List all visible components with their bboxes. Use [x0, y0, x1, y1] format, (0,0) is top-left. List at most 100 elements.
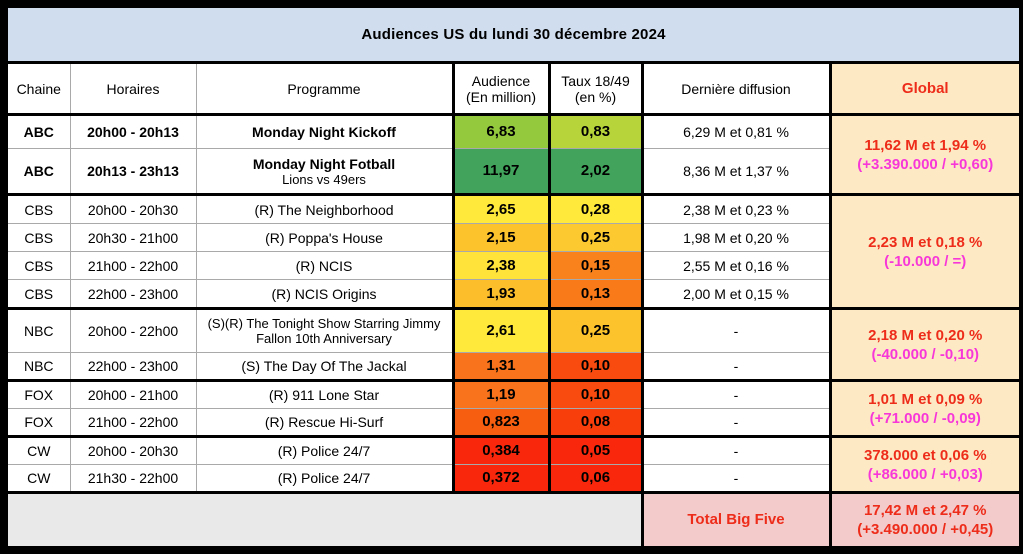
- rating-cell: 0,06: [547, 464, 643, 493]
- time-cell: 21h30 - 22h00: [69, 464, 197, 493]
- rating-cell: 0,28: [547, 193, 643, 224]
- channel-cell: ABC: [5, 113, 71, 149]
- global-cell-abc: 11,62 M et 1,94 % (+3.390.000 / +0,60): [828, 113, 1022, 195]
- table-row-fox-2: FOX 21h00 - 22h00 (R) Rescue Hi-Surf 0,8…: [5, 408, 1021, 437]
- program-cell: (R) 911 Lone Star: [195, 379, 454, 409]
- col-header-taux-line2: (en %): [574, 88, 617, 105]
- table-row-abc-1: ABC 20h00 - 20h13 Monday Night Kickoff 6…: [5, 113, 1022, 195]
- header-row: Chaine Horaires Programme Audience (En m…: [5, 62, 1022, 115]
- program-cell: Monday Night Fotball Lions vs 49ers: [195, 148, 454, 195]
- audience-cell: 2,15: [451, 223, 550, 252]
- program-cell: (R) NCIS Origins: [195, 279, 454, 309]
- table-row-cw-2: CW 21h30 - 22h00 (R) Police 24/7 0,372 0…: [5, 464, 1021, 493]
- col-header-horaires: Horaires: [69, 62, 197, 115]
- program-cell: (R) Police 24/7: [195, 435, 454, 465]
- audience-cell: 1,19: [451, 379, 550, 409]
- rating-cell: 0,08: [547, 408, 643, 437]
- table-row-cbs-2: CBS 20h30 - 21h00 (R) Poppa's House 2,15…: [5, 223, 1021, 252]
- col-header-taux-line1: Taux 18/49: [561, 72, 630, 89]
- program-cell: (R) Poppa's House: [195, 223, 454, 252]
- channel-cell: CW: [5, 464, 71, 493]
- global-abc-line1: 11,62 M et 1,94 %: [864, 136, 987, 154]
- global-cell-nbc: 2,18 M et 0,20 % (-40.000 / -0,10): [828, 307, 1022, 381]
- channel-cell: NBC: [5, 352, 71, 381]
- channel-cell: CW: [5, 435, 71, 465]
- footer-spacer: [5, 491, 643, 549]
- channel-cell: CBS: [5, 251, 71, 280]
- time-cell: 20h30 - 21h00: [69, 223, 197, 252]
- channel-cell: FOX: [5, 408, 71, 437]
- rating-cell: 0,15: [547, 251, 643, 280]
- table-row-cbs-1: CBS 20h00 - 20h30 (R) The Neighborhood 2…: [5, 193, 1022, 309]
- global-cell-fox: 1,01 M et 0,09 % (+71.000 / -0,09): [828, 379, 1022, 437]
- audience-cell: 1,93: [451, 279, 550, 309]
- table-row-nbc-2: NBC 22h00 - 23h00 (S) The Day Of The Jac…: [5, 352, 1021, 381]
- global-cell-cw: 378.000 et 0,06 % (+86.000 / +0,03): [828, 435, 1022, 493]
- time-cell: 21h00 - 22h00: [69, 251, 197, 280]
- global-cw-line1: 378.000 et 0,06 %: [863, 446, 987, 464]
- rating-cell: 0,05: [547, 435, 643, 465]
- time-cell: 20h00 - 22h00: [69, 307, 197, 353]
- program-cell: (R) NCIS: [195, 251, 454, 280]
- total-value-cell: 17,42 M et 2,47 % (+3.490.000 / +0,45): [828, 491, 1022, 549]
- page-title: Audiences US du lundi 30 décembre 2024: [4, 4, 1023, 64]
- audience-cell: 0,372: [451, 464, 550, 493]
- col-header-audience-line1: Audience: [471, 72, 531, 89]
- audience-cell: 1,31: [451, 352, 550, 381]
- audience-cell: 6,83: [451, 113, 550, 149]
- time-cell: 22h00 - 23h00: [69, 352, 197, 381]
- program-cell: (S)(R) The Tonight Show Starring Jimmy F…: [195, 307, 454, 353]
- global-cbs-line1: 2,23 M et 0,18 %: [868, 233, 983, 251]
- global-cbs-line2: (-10.000 / =): [884, 252, 967, 270]
- time-cell: 21h00 - 22h00: [69, 408, 197, 437]
- program-cell: (R) The Neighborhood: [195, 193, 454, 224]
- program-cell: (S) The Day Of The Jackal: [195, 352, 454, 381]
- rating-cell: 0,25: [547, 223, 643, 252]
- program-cell: Monday Night Kickoff: [195, 113, 454, 149]
- rating-cell: 2,02: [547, 148, 643, 195]
- rating-cell: 0,13: [547, 279, 643, 309]
- table-row-cbs-4: CBS 22h00 - 23h00 (R) NCIS Origins 1,93 …: [5, 279, 1021, 309]
- col-header-global: Global: [828, 62, 1022, 115]
- total-value-line2: (+3.490.000 / +0,45): [857, 521, 994, 538]
- global-fox-line1: 1,01 M et 0,09 %: [868, 390, 983, 408]
- table-row-nbc-1: NBC 20h00 - 22h00 (S)(R) The Tonight Sho…: [5, 307, 1022, 381]
- last-diffusion-cell: -: [640, 435, 831, 465]
- total-label-cell: Total Big Five: [640, 491, 831, 549]
- last-diffusion-cell: 2,55 M et 0,16 %: [640, 251, 831, 280]
- last-diffusion-cell: 6,29 M et 0,81 %: [640, 113, 831, 149]
- last-diffusion-cell: 8,36 M et 1,37 %: [640, 148, 831, 195]
- col-header-chaine: Chaine: [5, 62, 71, 115]
- audience-cell: 2,65: [451, 193, 550, 224]
- table-row-fox-1: FOX 20h00 - 21h00 (R) 911 Lone Star 1,19…: [5, 379, 1022, 437]
- total-row: Total Big Five 17,42 M et 2,47 % (+3.490…: [5, 491, 1022, 549]
- time-cell: 20h00 - 20h13: [69, 113, 197, 149]
- audience-cell: 2,61: [451, 307, 550, 353]
- last-diffusion-cell: -: [640, 464, 831, 493]
- global-cell-cbs: 2,23 M et 0,18 % (-10.000 / =): [828, 193, 1022, 309]
- program-cell: (R) Police 24/7: [195, 464, 454, 493]
- col-header-audience-line2: (En million): [465, 88, 536, 105]
- rating-cell: 0,83: [547, 113, 643, 149]
- col-header-derniere: Dernière diffusion: [640, 62, 831, 115]
- global-abc-line2: (+3.390.000 / +0,60): [857, 155, 994, 173]
- last-diffusion-cell: 2,38 M et 0,23 %: [640, 193, 831, 224]
- table-row-cbs-3: CBS 21h00 - 22h00 (R) NCIS 2,38 0,15 2,5…: [5, 251, 1021, 280]
- time-cell: 20h00 - 21h00: [69, 379, 197, 409]
- channel-cell: ABC: [5, 148, 71, 195]
- rating-cell: 0,25: [547, 307, 643, 353]
- global-nbc-line1: 2,18 M et 0,20 %: [868, 326, 983, 344]
- program-cell: (R) Rescue Hi-Surf: [195, 408, 454, 437]
- last-diffusion-cell: -: [640, 307, 831, 353]
- time-cell: 22h00 - 23h00: [69, 279, 197, 309]
- global-fox-line2: (+71.000 / -0,09): [869, 409, 981, 427]
- audience-cell: 2,38: [451, 251, 550, 280]
- rating-cell: 0,10: [547, 352, 643, 381]
- time-cell: 20h13 - 23h13: [69, 148, 197, 195]
- time-cell: 20h00 - 20h30: [69, 193, 197, 224]
- channel-cell: CBS: [5, 223, 71, 252]
- channel-cell: CBS: [5, 193, 71, 224]
- table-row-cw-1: CW 20h00 - 20h30 (R) Police 24/7 0,384 0…: [5, 435, 1022, 493]
- last-diffusion-cell: -: [640, 352, 831, 381]
- col-header-taux: Taux 18/49 (en %): [547, 62, 643, 115]
